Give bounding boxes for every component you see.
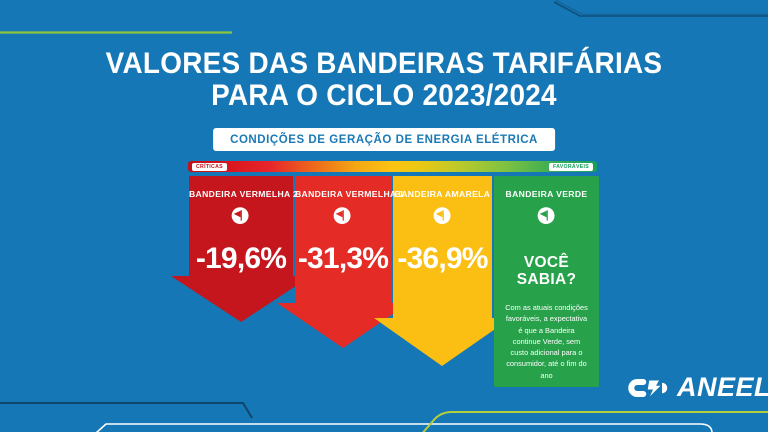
card-amarela[interactable]: BANDEIRA AMARELA -36,9% [393,176,492,276]
card-vermelha-2[interactable]: BANDEIRA VERMELHA 2 -19,6% [189,176,299,276]
flag-icon [333,207,351,225]
callout-text: Com as atuais condições favoráveis, a ex… [505,303,588,380]
callout-heading-line-2: SABIA? [516,271,577,288]
subtitle-badge: CONDIÇÕES DE GERAÇÃO DE ENERGIA ELÉTRICA [213,128,555,151]
plug-icon [628,378,668,397]
card-title-vermelha-2: BANDEIRA VERMELHA 2 [189,189,299,199]
card-title-verde: BANDEIRA VERDE [505,189,588,199]
title-line-2: PARA O CICLO 2023/2024 [211,79,557,112]
card-verde[interactable]: BANDEIRA VERDE VOCÊ SABIA? Com as atuais… [494,176,599,387]
condition-scale-bar: CRÍTICAS FAVORÁVEIS [188,161,597,172]
title-line-1: VALORES DAS BANDEIRAS TARIFÁRIAS [105,47,663,80]
page-title: VALORES DAS BANDEIRAS TARIFÁRIAS PARA O … [0,48,768,112]
flag-icon [537,207,555,225]
card-shape-amarela [374,176,511,366]
aneel-logo[interactable]: ANEEL [626,374,768,401]
aneel-wordmark: ANEEL [677,372,768,402]
card-title-vermelha-1: BANDEIRA VERMELHA 1 [295,189,405,199]
card-value-amarela: -36,9% [397,242,488,275]
flag-icon [433,207,451,225]
scale-label-favorable: FAVORÁVEIS [548,162,593,171]
card-value-vermelha-1: -31,3% [297,242,389,275]
card-value-vermelha-2: -19,6% [195,242,287,275]
card-shape-vermelha-1 [277,176,409,348]
flag-icon [231,207,249,225]
card-title-amarela: BANDEIRA AMARELA [394,189,491,199]
callout-heading-line-1: VOCÊ [523,254,570,271]
card-shape-vermelha-2 [171,176,311,322]
card-vermelha-1[interactable]: BANDEIRA VERMELHA 1 -31,3% [295,176,405,276]
scale-label-critical: CRÍTICAS [192,162,227,171]
